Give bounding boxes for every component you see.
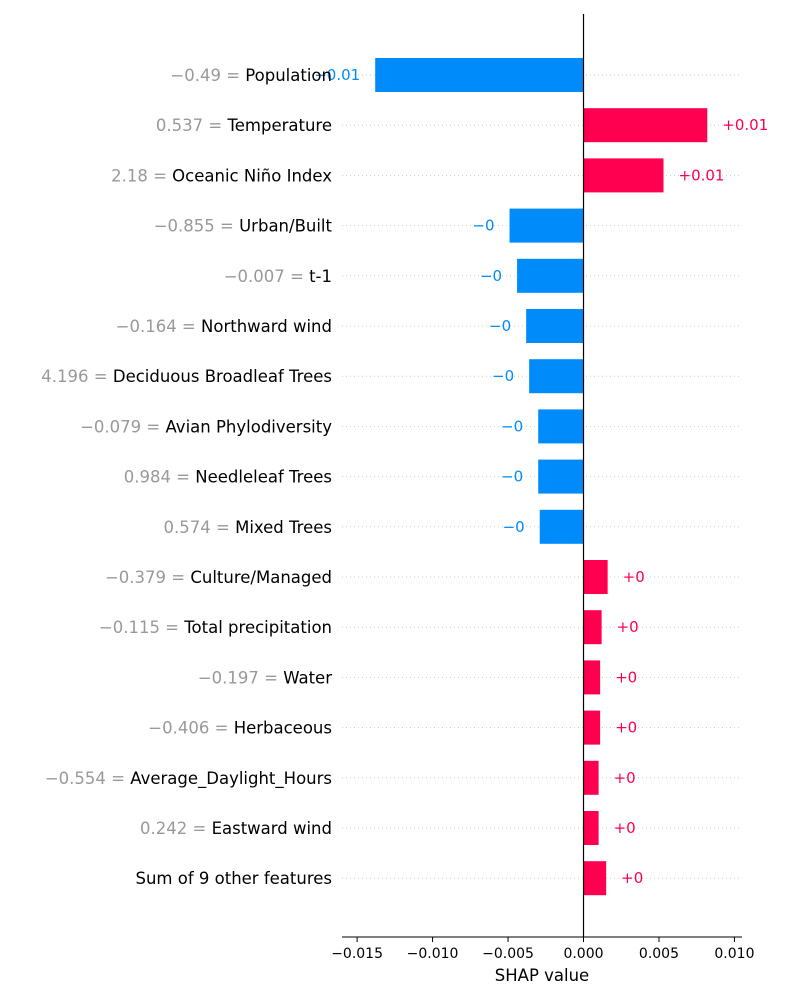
feature-name: Herbaceous <box>234 719 332 738</box>
feature-name: Mixed Trees <box>235 518 332 537</box>
feature-name: t-1 <box>309 267 332 286</box>
feature-value: 4.196 = <box>41 367 113 386</box>
bar-value-label: +0.01 <box>722 116 768 134</box>
bar <box>509 208 584 243</box>
feature-name: Avian Phylodiversity <box>165 417 332 436</box>
feature-label: 4.196 = Deciduous Broadleaf Trees <box>41 367 332 386</box>
feature-value: 0.242 = <box>140 819 212 838</box>
feature-label: −0.079 = Avian Phylodiversity <box>80 417 332 436</box>
feature-name: Culture/Managed <box>190 568 332 587</box>
x-axis: −0.015 −0.010 −0.005 0.000 0.005 0.010 <box>331 936 754 962</box>
bar-value-label: +0 <box>617 618 639 636</box>
bar <box>539 509 584 544</box>
feature-value: −0.164 = <box>116 317 201 336</box>
bar-value-label: −0 <box>501 468 523 486</box>
bar-value-label: +0 <box>615 719 637 737</box>
feature-label: 2.18 = Oceanic Niño Index <box>111 166 332 185</box>
x-tick-label: −0.015 <box>331 946 383 962</box>
feature-name: Eastward wind <box>212 819 332 838</box>
bar-value-label: +0 <box>615 668 637 686</box>
x-tick-label: −0.005 <box>482 946 534 962</box>
bar-value-label: −0 <box>501 417 523 435</box>
feature-name: Water <box>283 668 332 687</box>
feature-name: Population <box>245 66 332 85</box>
bar <box>375 58 584 92</box>
bar-value-label: −0 <box>489 317 511 335</box>
bar-value-label: −0 <box>492 367 514 385</box>
feature-label: −0.379 = Culture/Managed <box>105 568 332 587</box>
bar <box>526 309 584 343</box>
bar-value-label: −0 <box>480 267 502 285</box>
x-tick-label: 0.000 <box>563 946 603 962</box>
bar-value-label: +0 <box>621 869 643 887</box>
bar <box>583 811 599 845</box>
feature-label: −0.115 = Total precipitation <box>99 618 332 637</box>
bar-value-label: +0 <box>614 769 636 787</box>
feature-name: Oceanic Niño Index <box>172 166 332 185</box>
feature-label: −0.855 = Urban/Built <box>154 217 333 236</box>
feature-label: −0.007 = t-1 <box>224 267 332 286</box>
feature-name: Urban/Built <box>239 217 332 236</box>
feature-name: Northward wind <box>201 317 332 336</box>
feature-name: Average_Daylight_Hours <box>130 769 332 789</box>
x-tick-label: 0.005 <box>639 946 679 962</box>
feature-value: −0.49 = <box>170 66 245 85</box>
bar <box>583 760 599 795</box>
feature-value: −0.115 = <box>99 618 184 637</box>
bar <box>583 108 708 143</box>
feature-label: 0.574 = Mixed Trees <box>164 518 332 537</box>
bar <box>583 158 664 193</box>
feature-value: 2.18 = <box>111 166 172 185</box>
bar <box>538 459 584 494</box>
feature-label: −0.554 = Average_Daylight_Hours <box>45 769 332 789</box>
feature-value: −0.379 = <box>105 568 190 587</box>
feature-value: −0.197 = <box>198 668 283 687</box>
bar-value-label: +0 <box>623 568 645 586</box>
feature-value: −0.007 = <box>224 267 309 286</box>
feature-label: −0.164 = Northward wind <box>116 317 332 336</box>
bar <box>583 710 601 745</box>
feature-labels: −0.49 = Population 0.537 = Temperature 2.1… <box>41 66 332 888</box>
feature-name: Sum of 9 other features <box>135 869 332 888</box>
bar-value-labels: −0.01 +0.01 +0.01 −0 −0 −0 −0 −0 −0 −0 +0 +0 +0 +0 +0 +… <box>314 66 768 887</box>
x-tick-label: −0.010 <box>407 946 459 962</box>
feature-label: −0.197 = Water <box>198 668 332 687</box>
feature-label: Sum of 9 other features <box>135 869 332 888</box>
feature-name: Needleleaf Trees <box>195 468 332 487</box>
bar-value-label: −0.01 <box>314 66 360 84</box>
feature-value: 0.574 = <box>164 518 236 537</box>
x-tick-label: 0.010 <box>714 946 754 962</box>
bar <box>538 409 584 444</box>
feature-value: 0.984 = <box>124 468 196 487</box>
feature-value: −0.855 = <box>154 217 239 236</box>
x-axis-label: SHAP value <box>495 966 589 985</box>
bar-value-label: +0.01 <box>679 166 725 184</box>
feature-name: Deciduous Broadleaf Trees <box>113 367 332 386</box>
bar <box>529 359 584 394</box>
feature-label: 0.242 = Eastward wind <box>140 819 332 838</box>
feature-value: −0.554 = <box>45 769 130 788</box>
bar <box>583 861 607 896</box>
feature-name: Temperature <box>226 116 332 135</box>
bar-value-label: +0 <box>614 819 636 837</box>
feature-label: 0.984 = Needleleaf Trees <box>124 468 332 487</box>
bar <box>583 560 608 594</box>
feature-label: −0.406 = Herbaceous <box>148 719 332 738</box>
bar <box>517 258 584 293</box>
bar <box>583 610 602 645</box>
feature-value: −0.079 = <box>80 417 165 436</box>
bar-value-label: −0 <box>472 217 494 235</box>
feature-value: −0.406 = <box>148 719 233 738</box>
bar-value-label: −0 <box>503 518 525 536</box>
feature-label: 0.537 = Temperature <box>156 116 332 135</box>
feature-label: −0.49 = Population <box>170 66 332 85</box>
bars-group <box>375 58 708 896</box>
feature-value: 0.537 = <box>156 116 228 135</box>
bar <box>583 660 601 695</box>
feature-name: Total precipitation <box>183 618 332 637</box>
